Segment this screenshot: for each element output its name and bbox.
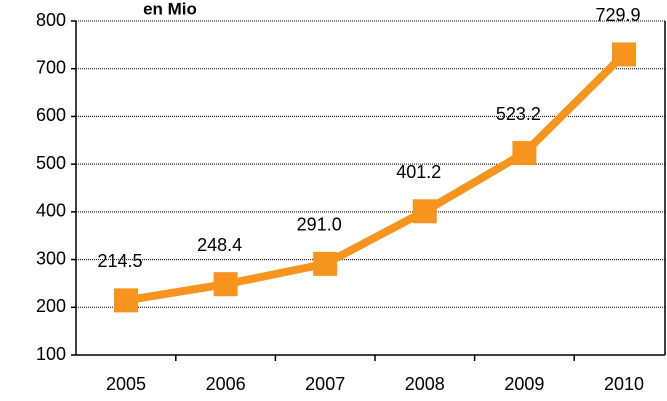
y-tick-label: 300 — [36, 248, 66, 268]
x-tick-label: 2007 — [305, 374, 345, 394]
x-tick-label: 2010 — [604, 374, 644, 394]
marker — [412, 199, 437, 224]
data-label: 291.0 — [297, 215, 342, 235]
data-label: 401.2 — [396, 162, 441, 182]
marker — [612, 42, 636, 67]
x-tick-label: 2005 — [106, 374, 146, 394]
x-tick-label: 2008 — [405, 374, 445, 394]
y-tick-label: 500 — [36, 153, 66, 173]
line — [125, 51, 627, 305]
marker — [114, 288, 138, 313]
x-tick-label: 2009 — [504, 374, 544, 394]
y-tick-label: 100 — [36, 344, 66, 364]
chart-title: en Mio — [143, 0, 197, 18]
data-label: 248.4 — [197, 235, 242, 255]
y-tick-label: 600 — [36, 105, 66, 125]
data-label: 214.5 — [97, 251, 142, 271]
y-tick-label: 200 — [36, 296, 66, 316]
y-tick-label: 800 — [36, 10, 66, 30]
data-label: 523.2 — [496, 104, 541, 124]
x-tick-label: 2006 — [206, 374, 246, 394]
data-label: 729.9 — [595, 5, 640, 25]
y-tick-label: 400 — [36, 201, 66, 221]
marker — [213, 272, 238, 297]
marker — [313, 251, 338, 276]
y-tick-label: 700 — [36, 57, 66, 77]
marker — [512, 141, 537, 166]
